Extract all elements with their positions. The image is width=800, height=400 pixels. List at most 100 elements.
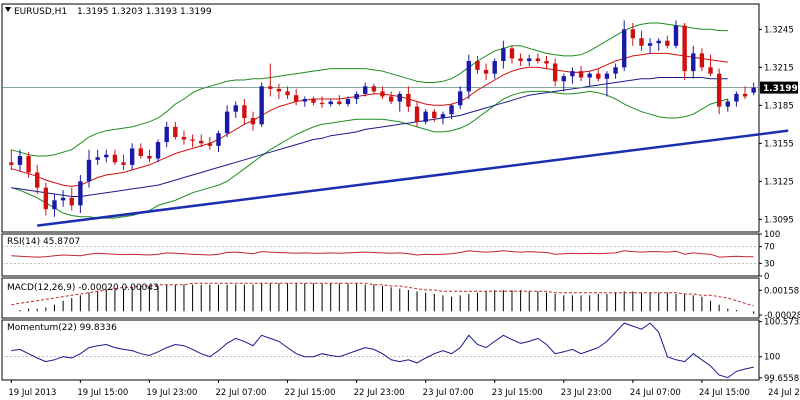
candle	[544, 55, 549, 69]
candle-body	[414, 106, 420, 122]
candle-body	[691, 53, 696, 72]
candle	[319, 96, 325, 108]
candle-body	[78, 181, 83, 206]
dropdown-triangle-icon[interactable]	[5, 7, 11, 12]
candle-body	[380, 91, 385, 97]
momentum-panel	[2, 322, 759, 379]
momentum-tick-label: 100	[764, 353, 780, 363]
candle-body	[570, 71, 575, 77]
candle	[276, 83, 282, 99]
candle-body	[699, 53, 705, 68]
candle-body	[440, 114, 446, 118]
candle-body	[242, 105, 247, 118]
rsi-tick-label: 70	[764, 243, 775, 253]
candle-body	[673, 25, 679, 46]
candle	[397, 91, 402, 112]
candle	[9, 149, 14, 170]
candle-body	[293, 95, 299, 102]
candle-body	[69, 197, 74, 206]
candle	[622, 20, 627, 72]
panel-frame-main	[1, 3, 760, 233]
candle-body	[552, 63, 558, 82]
candle	[734, 91, 739, 107]
candle	[665, 35, 670, 49]
panel-frame-mom	[1, 319, 760, 381]
candle-body	[716, 73, 722, 107]
candle-body	[725, 101, 730, 107]
time-tick-label: 22 Jul 23:00	[354, 388, 405, 398]
candle-body	[285, 91, 290, 96]
candle	[155, 139, 161, 163]
panel-frame-rsi	[1, 233, 760, 277]
rsi-tick-label: 30	[764, 259, 775, 269]
candle	[363, 82, 368, 97]
candle-body	[345, 99, 351, 105]
momentum-line	[11, 322, 754, 379]
candle	[432, 109, 437, 122]
candle	[708, 54, 713, 77]
candle-body	[216, 133, 221, 146]
candle-body	[147, 156, 152, 159]
macd-signal-line	[11, 282, 754, 307]
candle	[570, 67, 575, 84]
candle	[371, 83, 377, 94]
candle-body	[259, 86, 264, 125]
candle	[78, 175, 83, 213]
time-tick-label: 22 Jul 07:00	[215, 388, 266, 398]
candle-body	[354, 93, 359, 99]
rsi-panel	[2, 246, 759, 264]
candle	[639, 30, 644, 51]
candle-body	[155, 142, 161, 159]
chart-header: EURUSD,H1 1.3195 1.3203 1.3193 1.3199	[5, 7, 212, 17]
macd-tick-label: 0.00158	[764, 286, 799, 296]
candle	[596, 68, 601, 82]
candle-body	[639, 38, 644, 46]
candle	[406, 86, 411, 112]
candle-body	[173, 126, 178, 137]
candle	[552, 58, 558, 87]
symbol-label: EURUSD,H1	[14, 7, 67, 17]
ohlc-label: 1.3195 1.3203 1.3193 1.3199	[77, 7, 212, 17]
main-panel-indicators	[2, 22, 789, 227]
time-tick-label: 24 Jul 15:00	[699, 388, 750, 398]
candle	[181, 130, 187, 145]
candle-body	[302, 99, 308, 102]
macd-tick-label: -0.00028	[764, 311, 800, 321]
panel-frame-macd	[1, 277, 760, 319]
candle	[656, 38, 661, 51]
time-tick-label: 22 Jul 15:00	[285, 388, 336, 398]
candle	[104, 149, 109, 163]
candle	[60, 190, 66, 207]
candle-body	[647, 43, 653, 46]
candle	[682, 23, 687, 80]
bollinger-upper-line	[11, 22, 728, 157]
candle-body	[475, 61, 480, 70]
candle	[354, 91, 359, 105]
candle-body	[578, 71, 584, 78]
candle	[190, 134, 195, 148]
candle-body	[656, 40, 661, 44]
time-tick-label: 19 Jul 15:00	[77, 388, 128, 398]
candle	[483, 63, 489, 80]
candle	[43, 182, 49, 216]
candle-body	[328, 101, 333, 105]
candle	[268, 63, 273, 97]
candle-body	[423, 111, 428, 122]
x-axis-labels: 19 Jul 2013 19 Jul 15:00 19 Jul 23:00 22 Ju…	[8, 380, 800, 398]
candle-body	[518, 58, 523, 61]
price-tick-label: 1.3185	[764, 101, 794, 111]
candle	[630, 23, 636, 46]
candle	[604, 71, 610, 97]
candle-body	[112, 154, 118, 163]
time-tick-label: 19 Jul 2013	[8, 388, 56, 398]
rsi-line	[11, 250, 754, 258]
price-tick-label: 1.3095	[764, 215, 794, 225]
candle-body	[26, 156, 31, 173]
candle-body	[207, 143, 213, 146]
candle	[587, 71, 592, 87]
candle	[250, 111, 256, 131]
bollinger-lower-line	[11, 90, 728, 219]
candle	[121, 154, 126, 170]
